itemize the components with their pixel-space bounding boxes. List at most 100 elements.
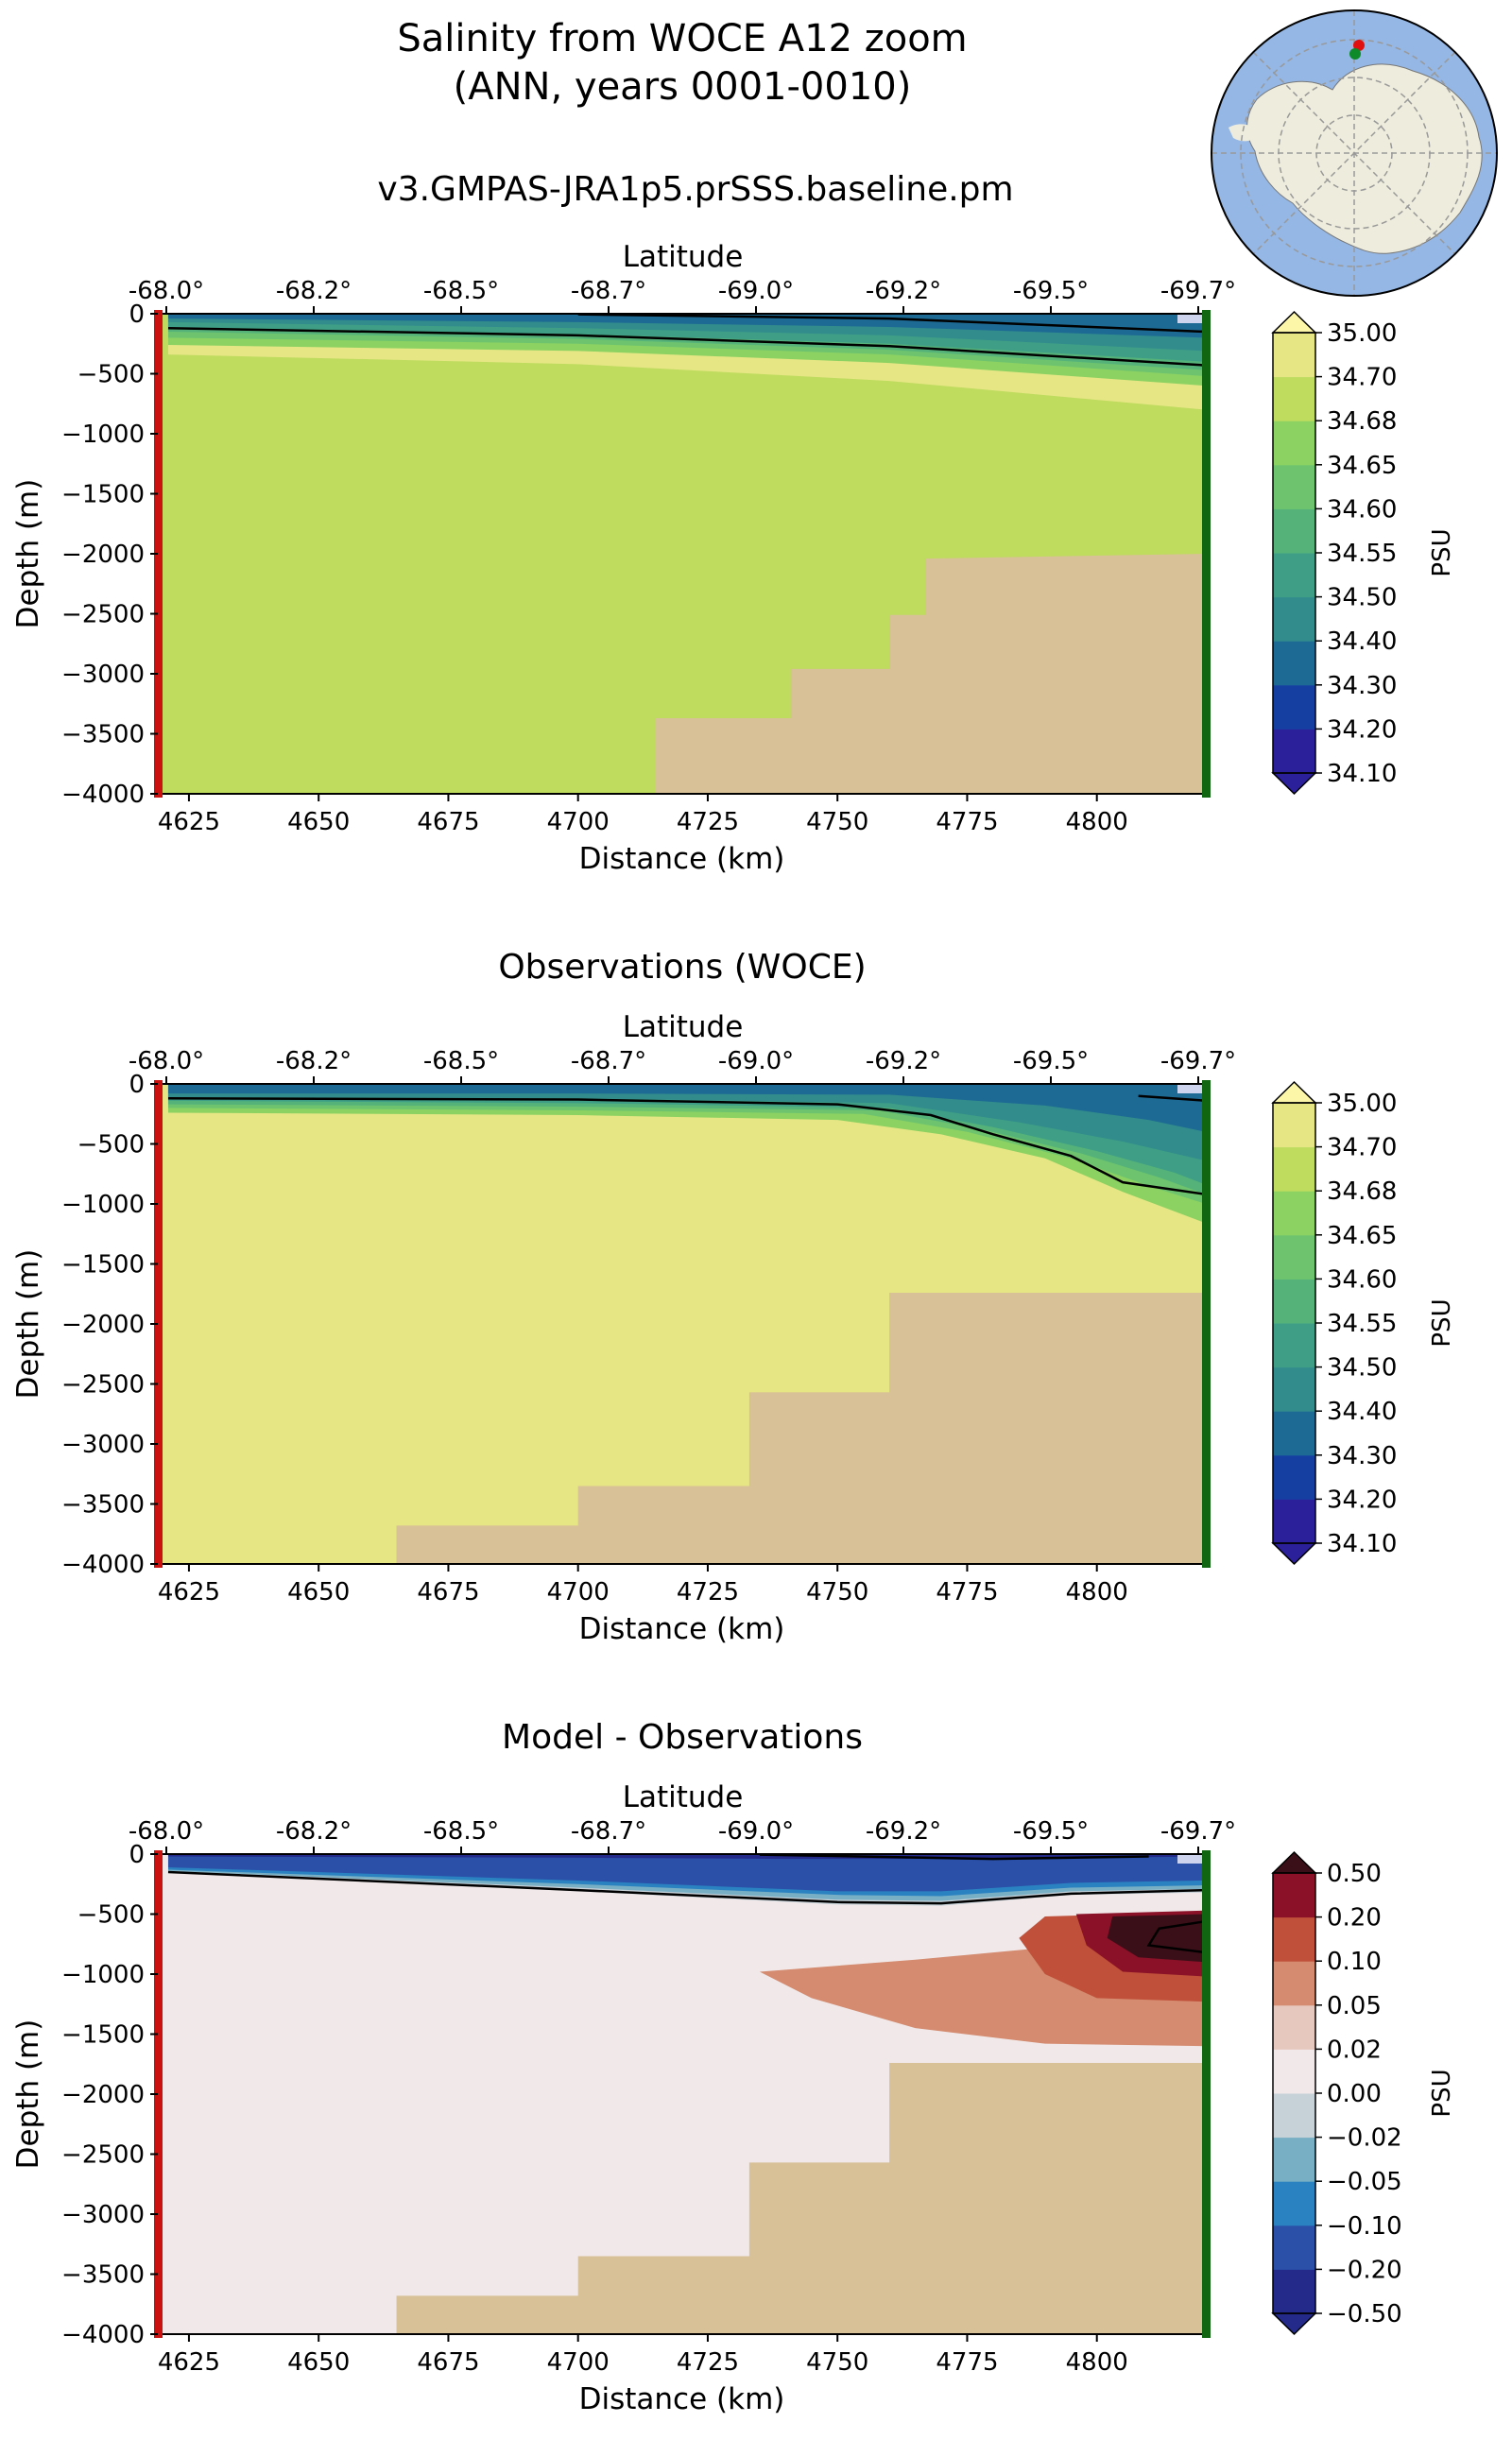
x-axis-label: Distance (km) — [579, 842, 785, 876]
y-tick-label: −1500 — [61, 1251, 145, 1280]
run-name: v3.GMPAS-JRA1p5.prSSS.baseline.pm — [377, 170, 1013, 209]
colorbar-extend-top — [1271, 1080, 1317, 1104]
y-tick-label: −1000 — [61, 421, 145, 449]
x-tick-label: 4750 — [806, 1578, 868, 1606]
lat-tick-label: -69.7° — [1160, 1047, 1236, 1075]
contour-line — [167, 1870, 1206, 1905]
colorbar-swatch — [1273, 1323, 1315, 1368]
colorbar-swatch — [1273, 1916, 1315, 1962]
colorbar-tick-label: 34.10 — [1327, 1530, 1397, 1558]
top-axis-label: Latitude — [623, 1010, 744, 1044]
lat-tick-label: -69.0° — [718, 1047, 794, 1075]
colorbar-swatch — [1273, 1103, 1315, 1148]
colorbar-swatch — [1273, 2049, 1315, 2094]
x-tick-label: 4775 — [936, 2348, 998, 2377]
colorbar-swatch — [1273, 1146, 1315, 1192]
y-tick-label: −4000 — [61, 2321, 145, 2349]
section-end-line — [1202, 310, 1211, 798]
colorbar-swatch — [1273, 1279, 1315, 1324]
colorbar-swatch — [1273, 2093, 1315, 2139]
y-tick-label: −3500 — [61, 721, 145, 749]
x-tick-label: 4800 — [1066, 2348, 1128, 2377]
colorbar-tick-label: 34.60 — [1327, 1265, 1397, 1294]
plot-area — [158, 1084, 1206, 1564]
y-tick-label: −1000 — [61, 1961, 145, 1989]
south-polar-globe-icon — [1211, 9, 1498, 297]
lat-tick-label: -68.2° — [276, 1817, 352, 1846]
y-tick-label: 0 — [129, 1071, 145, 1099]
x-tick-label: 4725 — [677, 808, 739, 836]
colorbar-swatch — [1273, 2225, 1315, 2270]
chart-panel-1: 4625 4650 4675 4700 4725 4750 4775 4800 -68.0° -6… — [11, 240, 1456, 876]
colorbar-swatch — [1273, 684, 1315, 730]
y-tick-label: 0 — [129, 1841, 145, 1869]
y-tick-label: −500 — [77, 1901, 145, 1930]
x-axis-label: Distance (km) — [579, 2382, 785, 2416]
contour-line — [1138, 1094, 1206, 1103]
surface-layer — [1177, 1854, 1206, 1864]
figure-title-line2: (ANN, years 0001-0010) — [454, 65, 912, 109]
colorbar-extend-top — [1271, 1850, 1317, 1874]
y-tick-label: −2500 — [61, 2141, 145, 2170]
x-tick-label: 4725 — [677, 2348, 739, 2377]
colorbar-tick-label: 34.70 — [1327, 364, 1397, 392]
y-tick-label: −3000 — [61, 2201, 145, 2229]
x-tick-label: 4625 — [158, 808, 220, 836]
colorbar-tick-label: −0.50 — [1327, 2300, 1402, 2328]
x-tick-label: 4750 — [806, 808, 868, 836]
bathymetry — [158, 2062, 1206, 2334]
section-start-line — [154, 1080, 163, 1568]
colorbar-tick-label: 34.65 — [1327, 1222, 1397, 1250]
x-tick-label: 4650 — [287, 2348, 350, 2377]
y-tick-label: −2000 — [61, 1311, 145, 1339]
x-tick-label: 4625 — [158, 1578, 220, 1606]
x-axis-label: Distance (km) — [579, 1612, 785, 1646]
y-axis-label: Depth (m) — [11, 479, 45, 629]
contour-line — [167, 1096, 1206, 1196]
contour-line — [577, 314, 1206, 334]
x-tick-label: 4650 — [287, 808, 350, 836]
colorbar-swatch — [1273, 1191, 1315, 1236]
colorbar-swatch — [1273, 2269, 1315, 2314]
colorbar-tick-label: 0.00 — [1327, 2080, 1382, 2108]
lat-tick-label: -68.5° — [423, 1817, 499, 1846]
colorbar-swatch — [1273, 2181, 1315, 2226]
colorbar-swatch — [1273, 333, 1315, 378]
contour-line — [1146, 1919, 1206, 1954]
colorbar-tick-label: 35.00 — [1327, 1090, 1397, 1118]
lat-tick-label: -68.7° — [571, 1047, 646, 1075]
x-tick-label: 4625 — [158, 2348, 220, 2377]
section-end-line — [1202, 1080, 1211, 1568]
y-tick-label: −500 — [77, 1131, 145, 1160]
colorbar-tick-label: 34.65 — [1327, 452, 1397, 480]
colorbar-tick-label: 34.30 — [1327, 1442, 1397, 1470]
x-tick-label: 4775 — [936, 1578, 998, 1606]
colorbar-swatch — [1273, 1411, 1315, 1456]
colorbar-tick-label: 0.10 — [1327, 1948, 1382, 1976]
lat-tick-label: -69.0° — [718, 277, 794, 305]
colorbar-tick-label: 34.55 — [1327, 1310, 1397, 1338]
colorbar-extend-bottom — [1271, 2312, 1317, 2336]
colorbar-tick-label: 0.05 — [1327, 1992, 1382, 2020]
y-tick-label: −2500 — [61, 1371, 145, 1400]
panels-container: 4625 4650 4675 4700 4725 4750 4775 4800 -68.0° -6… — [11, 240, 1456, 2416]
colorbar-tick-label: 34.10 — [1327, 760, 1397, 788]
colorbar-swatch — [1273, 1366, 1315, 1412]
lat-tick-label: -69.5° — [1013, 1047, 1089, 1075]
band-34_2 — [167, 1084, 1206, 1132]
colorbar-swatch — [1273, 1234, 1315, 1280]
lat-tick-label: -68.5° — [423, 277, 499, 305]
figure-title-line1: Salinity from WOCE A12 zoom — [397, 17, 967, 60]
colorbar-tick-label: 34.68 — [1327, 407, 1397, 436]
colorbar-swatch — [1273, 1961, 1315, 2006]
colorbar-swatch — [1273, 464, 1315, 509]
colorbar-tick-label: −0.20 — [1327, 2256, 1402, 2284]
band--0_2 — [167, 1854, 1206, 1892]
colorbar-swatch — [1273, 2004, 1315, 2050]
colorbar-tick-label: 34.68 — [1327, 1177, 1397, 1206]
colorbar-tick-label: 34.50 — [1327, 584, 1397, 612]
colorbar-tick-label: 34.40 — [1327, 1398, 1397, 1426]
lat-tick-label: -69.7° — [1160, 1817, 1236, 1846]
y-tick-label: −2000 — [61, 541, 145, 569]
